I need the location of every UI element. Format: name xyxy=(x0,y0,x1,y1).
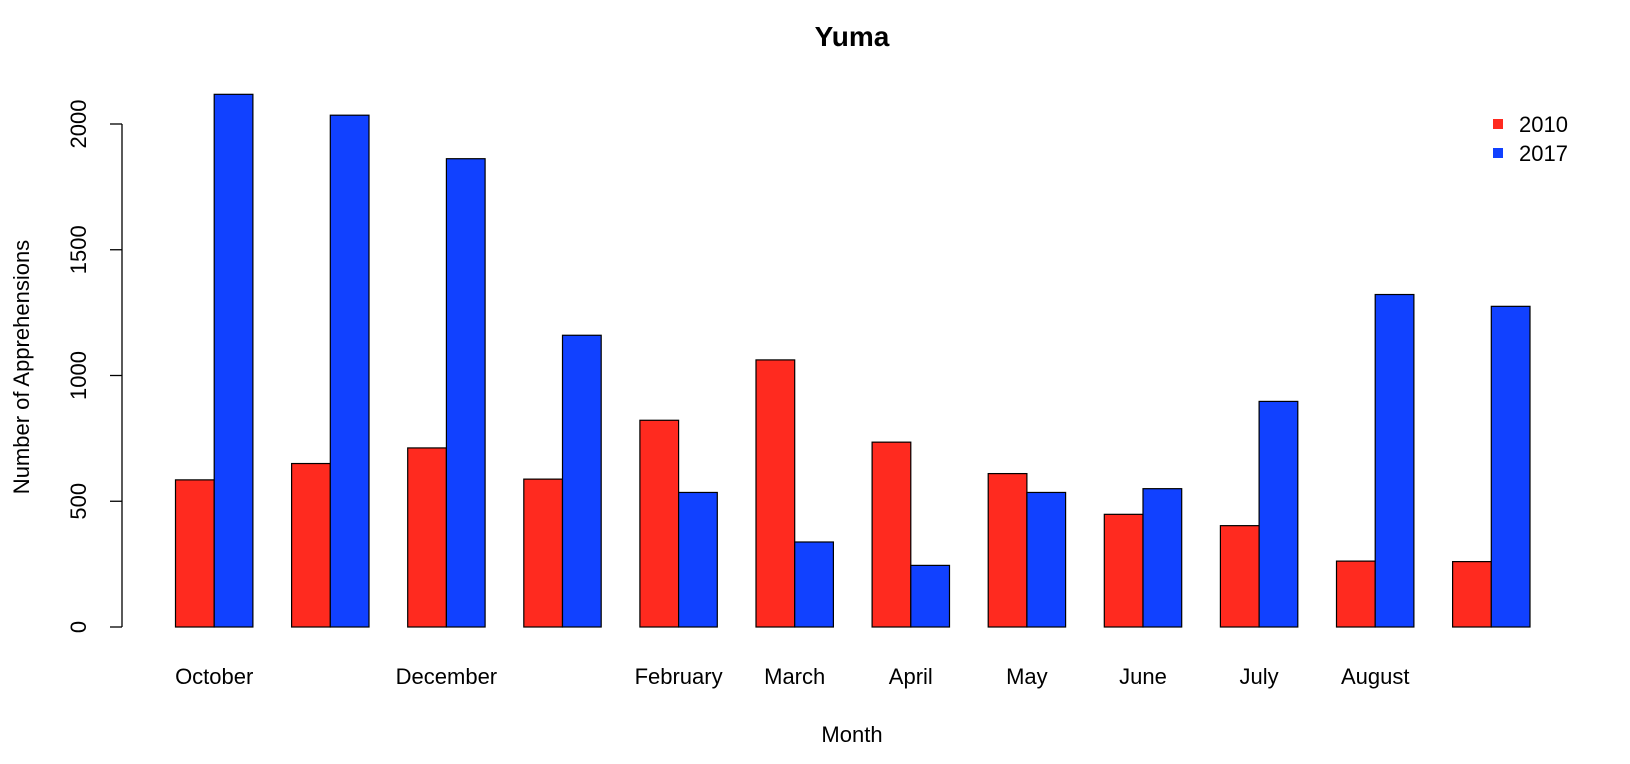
bars-group xyxy=(174,93,1531,628)
bar-2010-6 xyxy=(871,441,912,628)
bar-2010-1 xyxy=(291,462,331,628)
y-axis-label: Number of Apprehensions xyxy=(9,240,34,494)
bar-2017-3 xyxy=(561,334,602,628)
y-axis: 0 500 1000 1500 2000 xyxy=(66,100,123,633)
x-axis-label: Month xyxy=(821,722,882,747)
legend-swatch-2010 xyxy=(1493,119,1503,129)
bar-2017-6 xyxy=(910,564,951,628)
legend-swatch-2017 xyxy=(1493,148,1503,158)
bar-2017-2 xyxy=(445,158,486,628)
bar-2017-8 xyxy=(1142,488,1183,628)
bar-2017-10 xyxy=(1374,293,1415,628)
y-tick-label: 2000 xyxy=(66,100,91,149)
bar-2017-1 xyxy=(329,114,370,628)
y-tick-label: 1000 xyxy=(66,351,91,400)
x-tick-label: May xyxy=(1006,664,1048,689)
legend-label-2017: 2017 xyxy=(1519,141,1568,166)
bar-2017-9 xyxy=(1258,400,1299,628)
bar-2010-3 xyxy=(523,478,564,628)
x-tick-label: October xyxy=(175,664,253,689)
bar-2017-11 xyxy=(1490,305,1531,628)
legend-label-2010: 2010 xyxy=(1519,112,1568,137)
bar-2017-4 xyxy=(677,491,718,628)
bar-2010-7 xyxy=(987,472,1028,628)
bar-2010-2 xyxy=(407,447,448,628)
x-tick-label: April xyxy=(889,664,933,689)
bar-2017-0 xyxy=(213,93,254,628)
bar-2017-5 xyxy=(794,541,835,628)
x-tick-label: August xyxy=(1341,664,1410,689)
bar-2010-9 xyxy=(1219,525,1260,628)
chart-title: Yuma xyxy=(815,21,890,52)
legend: 2010 2017 xyxy=(1493,112,1568,166)
bar-2010-4 xyxy=(639,419,680,628)
bar-2017-7 xyxy=(1026,491,1067,628)
x-tick-label: July xyxy=(1240,664,1279,689)
x-tick-label: June xyxy=(1119,664,1167,689)
bar-2010-10 xyxy=(1335,560,1376,628)
y-tick-label: 1500 xyxy=(66,225,91,274)
x-tick-label: March xyxy=(764,664,825,689)
x-tick-label: February xyxy=(635,664,723,689)
bar-2010-8 xyxy=(1103,513,1144,628)
x-tick-labels: October December February March April May June… xyxy=(175,664,1409,689)
bar-2010-11 xyxy=(1451,561,1492,628)
y-tick-label: 0 xyxy=(66,621,91,633)
bar-2010-5 xyxy=(755,359,796,628)
x-tick-label: December xyxy=(396,664,497,689)
y-tick-label: 500 xyxy=(66,483,91,520)
bar-2010-0 xyxy=(174,479,215,628)
